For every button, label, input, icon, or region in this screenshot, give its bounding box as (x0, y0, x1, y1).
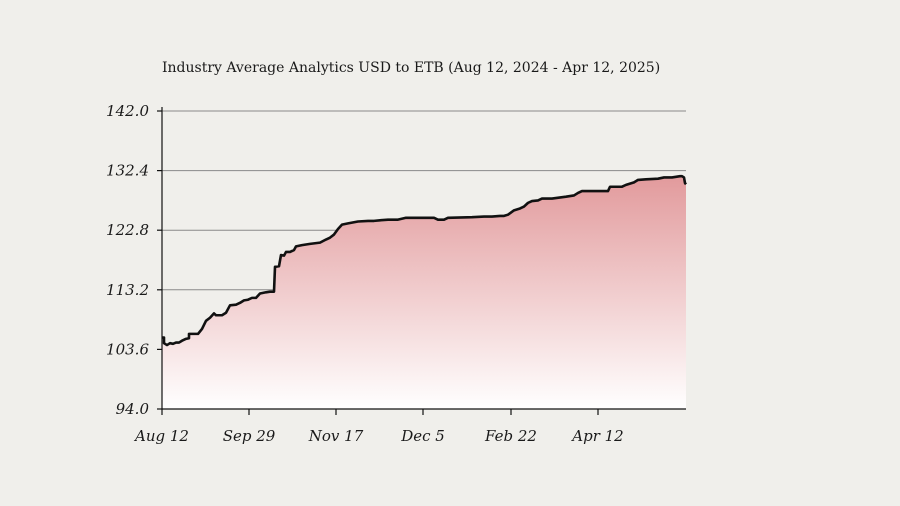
x-tick-label: Feb 22 (484, 427, 537, 445)
y-axis-ticks: 142.0 132.4 122.8 113.2 103.6 94.0 (106, 102, 162, 418)
y-tick-label: 113.2 (106, 281, 149, 299)
x-tick-label: Aug 12 (133, 427, 189, 445)
x-tick-label: Nov 17 (308, 427, 364, 445)
x-axis-ticks: Aug 12 Sep 29 Nov 17 Dec 5 Feb 22 Apr 12 (133, 409, 624, 445)
y-tick-label: 132.4 (106, 162, 149, 180)
series-area (162, 176, 686, 409)
y-tick-label: 103.6 (106, 340, 149, 358)
x-tick-label: Sep 29 (223, 427, 276, 445)
y-tick-label: 142.0 (106, 102, 149, 120)
chart-title: Industry Average Analytics USD to ETB (A… (162, 60, 660, 76)
y-tick-label: 122.8 (106, 221, 149, 239)
x-tick-label: Dec 5 (400, 427, 445, 445)
y-tick-label: 94.0 (116, 400, 150, 418)
x-tick-label: Apr 12 (570, 427, 623, 445)
series-line (162, 174, 688, 347)
